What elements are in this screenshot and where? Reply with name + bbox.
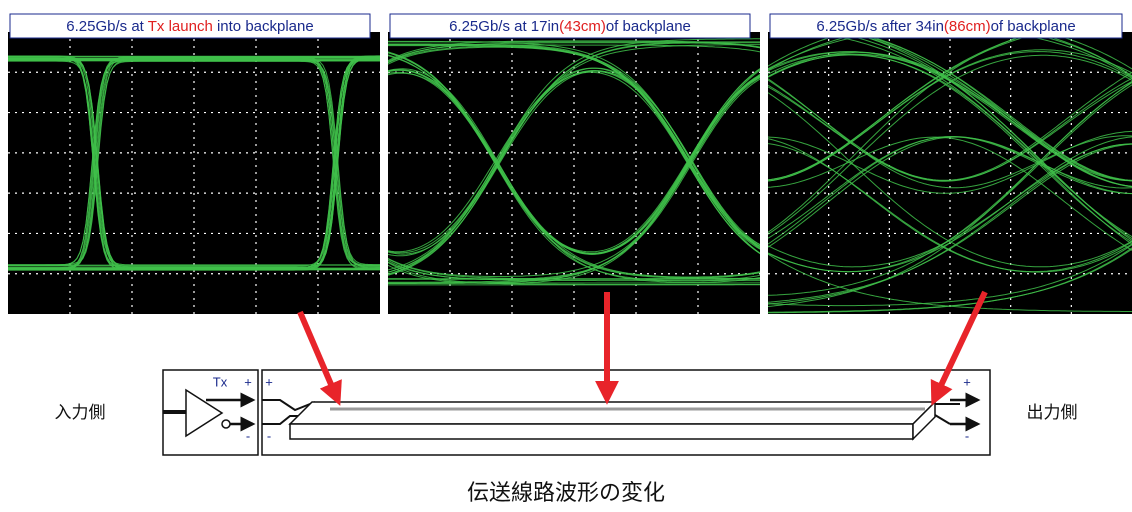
driver-plus: + bbox=[244, 374, 252, 389]
panel-title: 6.25Gb/s at Tx launch into backplane bbox=[66, 18, 313, 35]
title-part: 6.25Gb/s after 34in bbox=[816, 18, 944, 35]
title-part: of backplane bbox=[991, 18, 1076, 35]
caption: 伝送線路波形の変化 bbox=[467, 481, 665, 506]
panel-title: 6.25Gb/s after 34in(86cm)of backplane bbox=[816, 18, 1075, 35]
input-label: 入力側 bbox=[55, 403, 106, 423]
driver-minus: - bbox=[246, 428, 250, 443]
driver-box: Tx + - bbox=[163, 370, 258, 455]
line-box: + - + - bbox=[262, 370, 990, 455]
eye-panel: 6.25Gb/s at Tx launch into backplane bbox=[8, 14, 383, 314]
eye-panel: 6.25Gb/s at 17in(43cm)of backplane bbox=[388, 14, 763, 314]
line-left-plus: + bbox=[265, 374, 273, 389]
diagram: 6.25Gb/s at Tx launch into backplane6.25… bbox=[0, 0, 1132, 512]
line-right-minus: - bbox=[965, 428, 969, 443]
line-right-plus: + bbox=[963, 374, 971, 389]
title-part: (43cm) bbox=[559, 18, 606, 35]
panel-title: 6.25Gb/s at 17in(43cm)of backplane bbox=[449, 18, 691, 35]
line-left-minus: - bbox=[267, 428, 271, 443]
driver-label: Tx bbox=[213, 374, 228, 389]
title-part: (86cm) bbox=[944, 18, 991, 35]
eye-panel: 6.25Gb/s after 34in(86cm)of backplane bbox=[768, 14, 1132, 314]
title-part: into backplane bbox=[213, 18, 314, 35]
title-part: of backplane bbox=[606, 18, 691, 35]
title-part: 6.25Gb/s at bbox=[66, 18, 147, 35]
output-label: 出力側 bbox=[1027, 403, 1078, 423]
title-part: 6.25Gb/s at 17in bbox=[449, 18, 559, 35]
title-part: Tx launch bbox=[148, 18, 213, 35]
